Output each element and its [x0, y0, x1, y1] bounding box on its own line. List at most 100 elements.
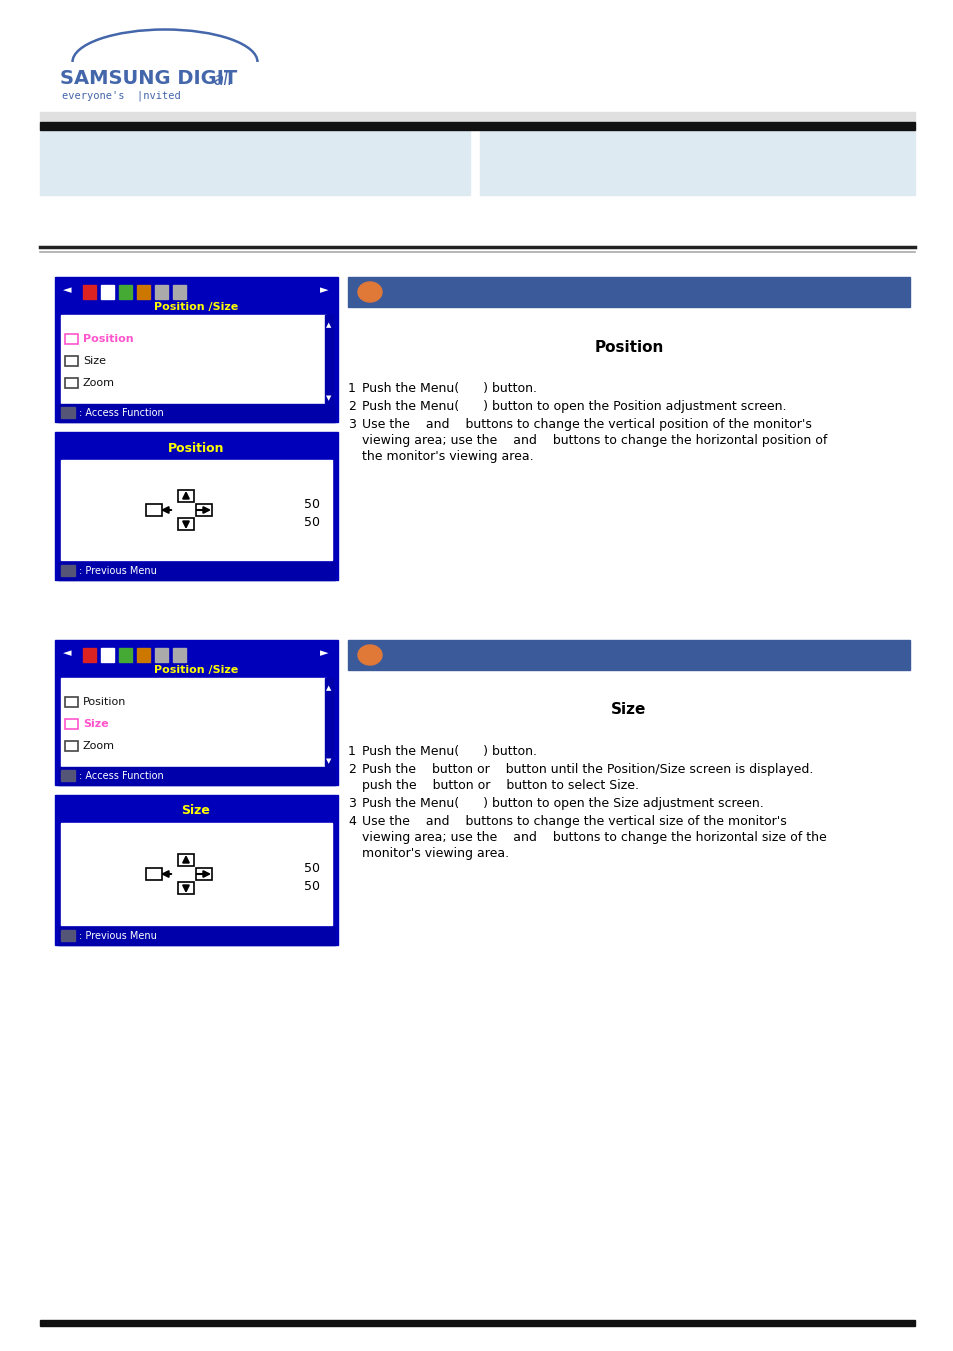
Text: ▲: ▲: [326, 322, 332, 328]
Text: Push the    button or    button until the Position/Size screen is displayed.: Push the button or button until the Posi…: [361, 763, 813, 775]
Bar: [65, 357, 78, 366]
Text: 3: 3: [348, 797, 355, 811]
Text: Position /Size: Position /Size: [153, 303, 238, 312]
Bar: [61, 823, 332, 925]
Text: 1: 1: [348, 382, 355, 394]
Text: Position: Position: [594, 339, 663, 354]
Bar: [58, 927, 335, 944]
Bar: [55, 640, 337, 785]
Text: Zoom: Zoom: [83, 378, 115, 388]
Text: 4: 4: [348, 815, 355, 828]
Text: : Previous Menu: : Previous Menu: [79, 566, 156, 576]
Text: viewing area; use the    and    buttons to change the horizontal size of the: viewing area; use the and buttons to cha…: [361, 831, 826, 844]
Bar: [119, 285, 132, 299]
Bar: [40, 1320, 914, 1325]
Text: monitor's viewing area.: monitor's viewing area.: [361, 847, 509, 861]
Text: 50: 50: [304, 516, 319, 528]
Bar: [172, 285, 186, 299]
Bar: [479, 130, 914, 195]
Bar: [178, 882, 193, 894]
Bar: [65, 334, 78, 345]
Bar: [65, 378, 78, 388]
Text: ▼: ▼: [326, 394, 332, 401]
Text: Push the Menu(      ) button.: Push the Menu( ) button.: [361, 382, 537, 394]
Ellipse shape: [357, 644, 381, 665]
Text: Position: Position: [83, 334, 133, 345]
Text: SAMSUNG DIGIT: SAMSUNG DIGIT: [60, 69, 237, 88]
Text: Size: Size: [181, 804, 211, 817]
Text: ▼: ▼: [326, 758, 332, 765]
Bar: [172, 648, 186, 662]
Bar: [348, 277, 909, 307]
Ellipse shape: [357, 282, 381, 303]
Text: Use the    and    buttons to change the vertical position of the monitor's: Use the and buttons to change the vertic…: [361, 417, 811, 431]
Bar: [55, 432, 337, 580]
Bar: [178, 490, 193, 503]
Bar: [137, 648, 150, 662]
Bar: [137, 285, 150, 299]
Text: Zoom: Zoom: [83, 740, 115, 751]
Bar: [146, 504, 162, 516]
Bar: [61, 315, 326, 403]
Text: the monitor's viewing area.: the monitor's viewing area.: [361, 450, 533, 463]
Bar: [195, 504, 212, 516]
Bar: [348, 640, 909, 670]
Bar: [61, 678, 326, 766]
Text: ►: ►: [319, 285, 328, 295]
Bar: [61, 770, 75, 781]
Text: Size: Size: [83, 719, 109, 730]
Bar: [61, 407, 75, 417]
Text: ◄: ◄: [63, 285, 71, 295]
Bar: [58, 404, 335, 422]
Bar: [325, 315, 333, 403]
Bar: [101, 648, 113, 662]
Text: Use the    and    buttons to change the vertical size of the monitor's: Use the and buttons to change the vertic…: [361, 815, 786, 828]
Bar: [65, 740, 78, 751]
Text: 50: 50: [304, 499, 319, 512]
Text: 50: 50: [304, 880, 319, 893]
Text: everyone's  |nvited: everyone's |nvited: [62, 91, 180, 101]
Bar: [83, 285, 96, 299]
Bar: [55, 277, 337, 422]
Bar: [178, 854, 193, 866]
Bar: [178, 517, 193, 530]
Text: 50: 50: [304, 862, 319, 875]
Text: : Access Function: : Access Function: [79, 408, 164, 417]
Bar: [58, 767, 335, 785]
Bar: [195, 867, 212, 880]
Text: ◄: ◄: [63, 648, 71, 658]
Text: : Access Function: : Access Function: [79, 771, 164, 781]
Bar: [40, 112, 914, 122]
Bar: [325, 678, 333, 766]
Bar: [58, 562, 335, 580]
Bar: [61, 565, 75, 576]
Text: ►: ►: [319, 648, 328, 658]
Bar: [154, 285, 168, 299]
Text: 3: 3: [348, 417, 355, 431]
Text: 2: 2: [348, 763, 355, 775]
Text: Push the Menu(      ) button to open the Size adjustment screen.: Push the Menu( ) button to open the Size…: [361, 797, 763, 811]
Text: viewing area; use the    and    buttons to change the horizontal position of: viewing area; use the and buttons to cha…: [361, 434, 826, 447]
Bar: [55, 794, 337, 944]
Text: ▲: ▲: [326, 685, 332, 690]
Text: Size: Size: [611, 703, 646, 717]
Text: Push the Menu(      ) button.: Push the Menu( ) button.: [361, 744, 537, 758]
Text: push the    button or    button to select Size.: push the button or button to select Size…: [361, 780, 639, 792]
Text: Position /Size: Position /Size: [153, 665, 238, 676]
Bar: [65, 719, 78, 730]
Text: 1: 1: [348, 744, 355, 758]
Bar: [40, 122, 914, 130]
Bar: [40, 130, 470, 195]
Text: Position: Position: [168, 442, 224, 454]
Bar: [61, 459, 332, 561]
Bar: [61, 929, 75, 942]
Text: 2: 2: [348, 400, 355, 413]
Text: : Previous Menu: : Previous Menu: [79, 931, 156, 942]
Bar: [119, 648, 132, 662]
Text: Push the Menu(      ) button to open the Position adjustment screen.: Push the Menu( ) button to open the Posi…: [361, 400, 785, 413]
Bar: [65, 697, 78, 707]
Text: all: all: [213, 72, 233, 89]
Bar: [83, 648, 96, 662]
Bar: [101, 285, 113, 299]
Bar: [146, 867, 162, 880]
